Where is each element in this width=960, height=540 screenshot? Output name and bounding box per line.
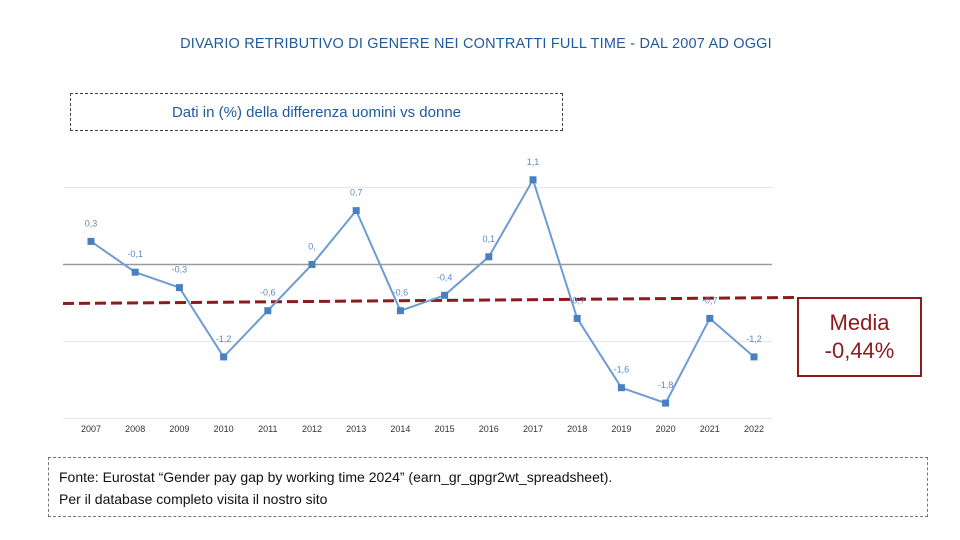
- x-tick-label: 2007: [81, 424, 101, 434]
- data-label: -0,7: [569, 295, 585, 305]
- data-point: [750, 353, 758, 361]
- data-point: [175, 284, 183, 292]
- x-tick-label: 2017: [523, 424, 543, 434]
- average-line: [62, 296, 798, 305]
- x-tick-label: 2022: [744, 424, 764, 434]
- data-label: -0,4: [437, 272, 453, 282]
- data-label: -1,8: [658, 380, 674, 390]
- series-line: [90, 177, 755, 405]
- x-axis: 2007 2008 2009 2010 2011 2012 2013 2014 2015 2016…: [81, 424, 764, 434]
- source-line-1: Fonte: Eurostat “Gender pay gap by worki…: [59, 469, 613, 485]
- x-tick-label: 2009: [169, 424, 189, 434]
- data-label: -1,6: [614, 365, 630, 375]
- data-label: 0,3: [85, 218, 98, 228]
- subtitle: Dati in (%) della differenza uomini vs d…: [171, 103, 462, 121]
- x-tick-label: 2010: [214, 424, 234, 434]
- average-value: -0,44%: [824, 338, 895, 363]
- x-tick-label: 2019: [611, 424, 631, 434]
- gridlines: [63, 187, 772, 419]
- x-tick-label: 2015: [435, 424, 455, 434]
- data-point: [662, 399, 670, 407]
- data-point: [706, 314, 714, 322]
- data-point: [308, 261, 316, 268]
- data-point: [352, 207, 360, 215]
- data-label: 0,7: [350, 188, 363, 198]
- data-label: -0,6: [393, 288, 409, 298]
- average-label: Media: [829, 310, 890, 335]
- series-layer: 0,3 -0,1 -0,3 -1,2 -0,6 0, 0,7 -0,6 -0,4 0,1 1,1 -0…: [85, 157, 762, 407]
- x-tick-label: 2021: [700, 424, 720, 434]
- x-tick-label: 2020: [656, 424, 676, 434]
- average-line-layer: [62, 296, 798, 305]
- data-point: [441, 291, 449, 299]
- chart-title: DIVARIO RETRIBUTIVO DI GENERE NEI CONTRA…: [180, 36, 772, 52]
- data-label: -1,2: [216, 334, 232, 344]
- subtitle-box: Dati in (%) della differenza uomini vs d…: [70, 93, 563, 131]
- source-box: Fonte: Eurostat “Gender pay gap by worki…: [48, 457, 928, 517]
- x-tick-label: 2011: [258, 424, 277, 434]
- x-tick-label: 2008: [125, 424, 145, 434]
- x-tick-label: 2013: [346, 424, 366, 434]
- data-label: -0,1: [127, 249, 143, 259]
- data-label: 0,: [308, 242, 316, 252]
- x-tick-label: 2016: [479, 424, 499, 434]
- data-label: -1,2: [746, 334, 762, 344]
- x-tick-label: 2014: [390, 424, 410, 434]
- data-label: 1,1: [527, 157, 540, 167]
- data-point: [573, 314, 581, 322]
- data-point: [220, 353, 228, 361]
- data-label: -0,6: [260, 288, 276, 298]
- source-line-2: Per il database completo visita il nostr…: [59, 491, 328, 507]
- data-point: [485, 253, 493, 261]
- data-point: [617, 384, 625, 392]
- data-point: [529, 176, 537, 184]
- data-label: -0,7: [702, 295, 718, 305]
- x-tick-label: 2012: [302, 424, 322, 434]
- data-label: 0,1: [483, 234, 496, 244]
- average-box: Media -0,44%: [797, 297, 922, 377]
- data-point: [264, 307, 272, 315]
- data-point: [396, 307, 404, 315]
- data-label: -0,3: [172, 265, 188, 275]
- x-tick-label: 2018: [567, 424, 587, 434]
- data-point: [87, 237, 95, 245]
- data-point: [131, 268, 139, 276]
